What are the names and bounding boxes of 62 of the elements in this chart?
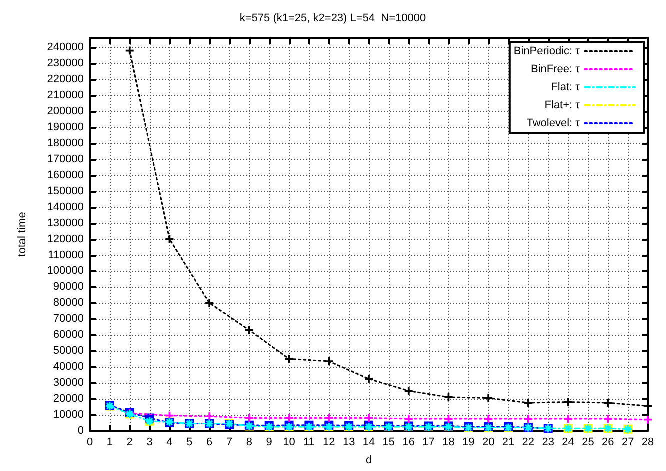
y-tick-label: 230000: [47, 58, 84, 70]
y-tick-label: 210000: [47, 90, 84, 102]
y-tick-label: 20000: [53, 393, 84, 406]
y-tick-label: 80000: [53, 297, 84, 310]
legend-label: Flat+: τ: [544, 100, 581, 112]
y-tick-label: 180000: [47, 137, 84, 150]
x-tick-label: 3: [146, 436, 153, 448]
y-tick-label: 70000: [53, 313, 84, 326]
y-tick-label: 120000: [47, 233, 84, 246]
y-tick-label: 240000: [47, 42, 84, 54]
x-tick-label: 2: [126, 436, 133, 448]
y-tick-label: 30000: [53, 377, 84, 390]
y-tick-label: 40000: [53, 361, 84, 374]
y-tick-label: 0: [78, 425, 84, 437]
y-tick-label: 170000: [47, 153, 84, 166]
x-tick-label: 25: [582, 436, 594, 448]
x-tick-label: 15: [382, 436, 396, 448]
x-tick-label: 12: [323, 436, 336, 448]
y-tick-label: 220000: [47, 74, 84, 86]
y-tick-label: 140000: [47, 201, 84, 214]
y-tick-label: 90000: [53, 281, 84, 294]
x-tick-label: 14: [362, 436, 376, 448]
x-tick-label: 27: [622, 436, 634, 448]
x-axis-title: d: [366, 454, 372, 466]
y-tick-label: 130000: [47, 217, 84, 230]
y-tick-label: 50000: [53, 345, 84, 358]
x-tick-label: 5: [186, 436, 193, 448]
x-tick-label: 8: [246, 436, 252, 448]
x-tick-label: 26: [602, 436, 614, 448]
x-tick-label: 17: [422, 436, 435, 448]
y-tick-label: 100000: [47, 265, 84, 278]
x-tick-label: 6: [206, 436, 213, 448]
y-tick-label: 110000: [48, 249, 84, 262]
x-tick-label: 11: [304, 436, 315, 448]
legend-label: BinFree: τ: [531, 64, 581, 76]
x-tick-label: 7: [226, 436, 233, 448]
x-tick-label: 23: [542, 436, 554, 448]
x-tick-label: 0: [86, 436, 94, 448]
legend-label: Flat: τ: [551, 82, 581, 94]
x-tick-label: 28: [642, 436, 654, 448]
x-tick-label: 4: [166, 436, 173, 448]
x-tick-label: 9: [266, 436, 272, 448]
x-tick-label: 19: [462, 436, 475, 448]
x-tick-label: 21: [502, 436, 515, 448]
x-tick-label: 10: [283, 436, 296, 448]
y-tick-label: 150000: [47, 185, 84, 198]
y-tick-label: 10000: [53, 409, 84, 422]
x-tick-label: 22: [522, 436, 535, 448]
x-tick-label: 13: [342, 436, 356, 448]
x-tick-label: 20: [482, 436, 495, 448]
y-tick-label: 160000: [47, 169, 84, 182]
x-tick-label: 24: [562, 436, 574, 448]
legend-label: Twolevel: τ: [526, 118, 581, 130]
x-tick-label: 18: [442, 436, 455, 448]
y-tick-label: 60000: [53, 329, 84, 342]
y-tick-label: 190000: [47, 121, 84, 134]
y-tick-label: 200000: [47, 105, 84, 118]
legend-label: BinPeriodic: τ: [514, 46, 581, 58]
y-axis-title: total time: [16, 212, 28, 257]
chart-title: k=575 (k1=25, k2=23) L=54 N=10000: [240, 12, 426, 24]
x-tick-label: 1: [106, 436, 113, 448]
x-tick-label: 16: [402, 436, 415, 448]
